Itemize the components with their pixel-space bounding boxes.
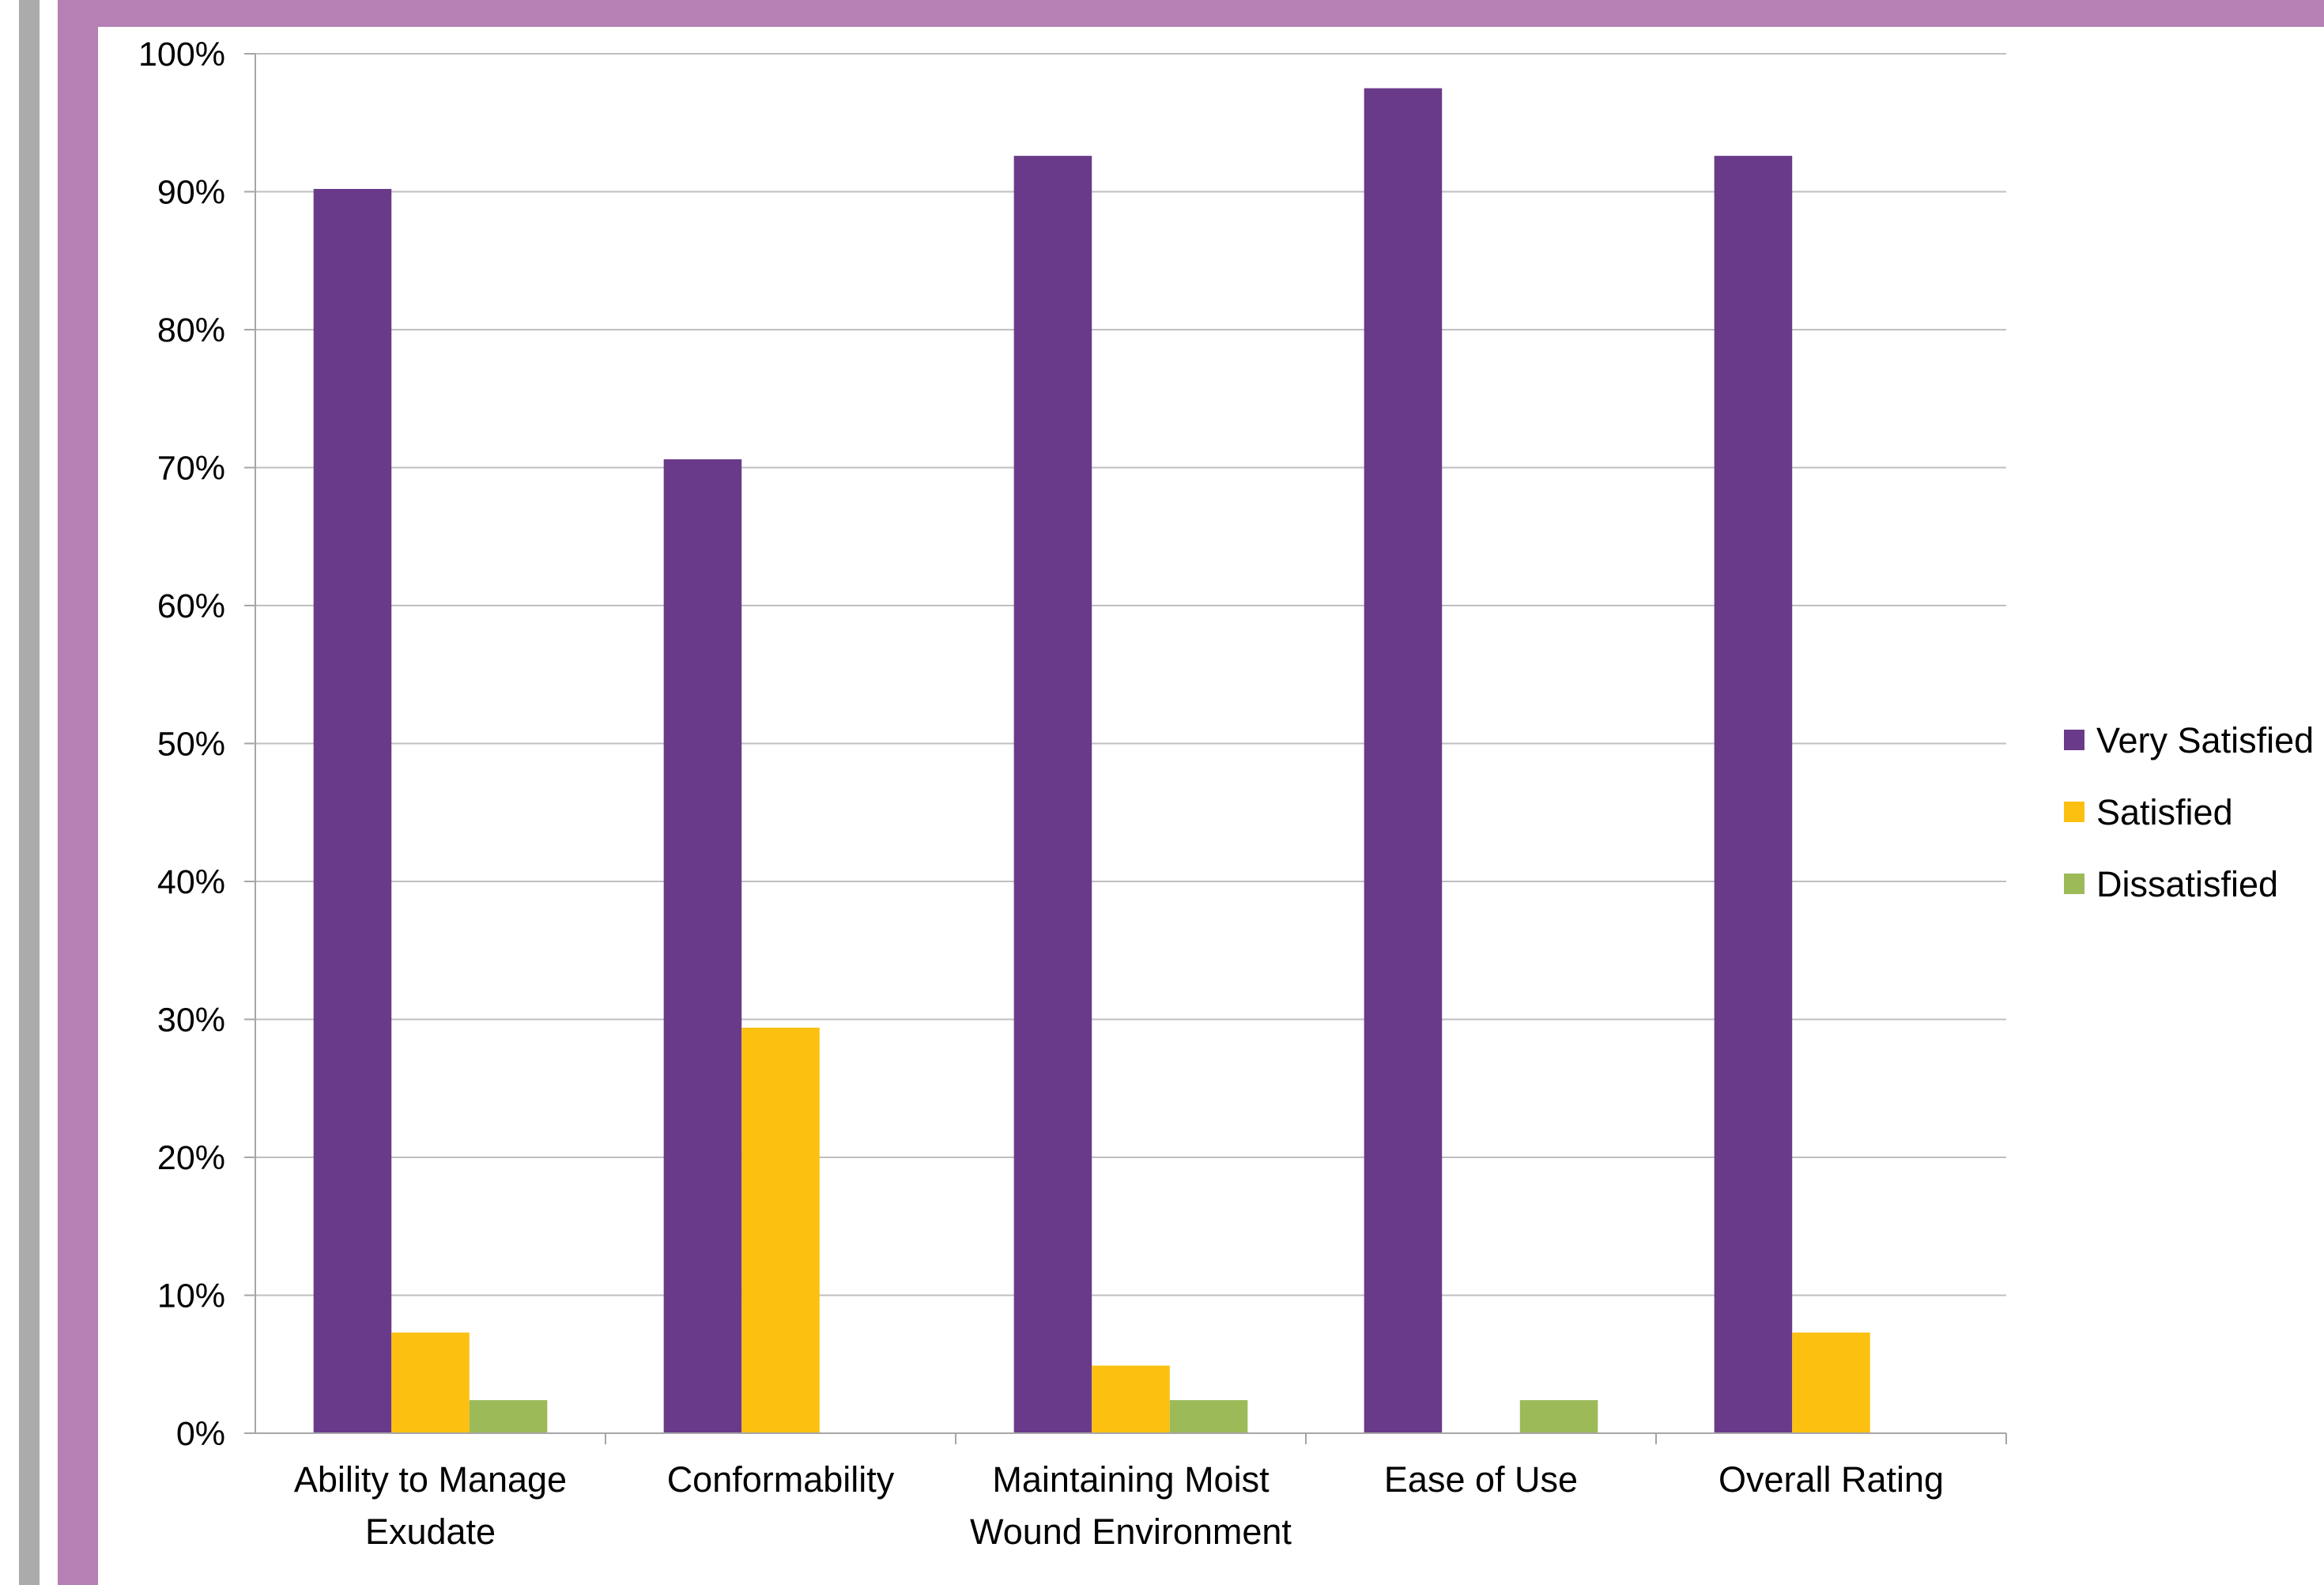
bar-satisfied xyxy=(1792,1332,1870,1433)
x-category-label: Overall Rating xyxy=(1718,1459,1944,1500)
y-tick-label: 0% xyxy=(176,1415,225,1453)
y-tick-label: 40% xyxy=(157,863,225,901)
x-category-labels: Ability to Manage Exudate Conformability Ma… xyxy=(294,1459,1944,1552)
axes xyxy=(244,53,2007,1444)
bar-satisfied xyxy=(741,1027,820,1433)
left-gray-stripe xyxy=(19,0,40,1585)
y-tick-label: 80% xyxy=(157,311,225,349)
x-category-label: Ability to Manage xyxy=(294,1459,567,1500)
bar-very-satisfied xyxy=(313,189,392,1433)
y-tick-label: 50% xyxy=(157,726,225,764)
x-category-label: Ease of Use xyxy=(1384,1459,1578,1500)
bar-satisfied xyxy=(1092,1365,1170,1433)
x-category-label: Exudate xyxy=(365,1511,496,1552)
x-category-label: Conformability xyxy=(667,1459,895,1500)
bar-very-satisfied xyxy=(1714,156,1793,1433)
y-tick-label: 70% xyxy=(157,450,225,488)
legend-swatch xyxy=(2064,802,2084,822)
left-purple-stripe xyxy=(58,0,98,1585)
legend: Very Satisfied Satisfied Dissatisfied xyxy=(2064,720,2314,904)
legend-label: Dissatisfied xyxy=(2096,864,2278,904)
bar-very-satisfied xyxy=(1364,88,1443,1433)
gridlines xyxy=(255,53,2006,1296)
top-purple-band xyxy=(58,0,2324,27)
x-category-label: Maintaining Moist xyxy=(992,1459,1270,1500)
bar-dissatisfied xyxy=(469,1400,548,1433)
y-tick-labels: 0% 10% 20% 30% 40% 50% 60% 70% 80% 90% 100% xyxy=(138,36,225,1453)
y-tick-label: 60% xyxy=(157,587,225,625)
legend-swatch xyxy=(2064,874,2084,894)
x-category-label: Wound Environment xyxy=(970,1511,1292,1552)
y-tick-label: 20% xyxy=(157,1139,225,1177)
legend-label: Satisfied xyxy=(2096,792,2233,832)
bar-very-satisfied xyxy=(663,459,742,1433)
y-tick-label: 10% xyxy=(157,1277,225,1315)
bar-satisfied xyxy=(391,1332,470,1433)
legend-swatch xyxy=(2064,730,2084,750)
bars xyxy=(313,88,1870,1433)
bar-chart: 0% 10% 20% 30% 40% 50% 60% 70% 80% 90% 100% Abilit… xyxy=(138,36,2314,1552)
chart-panel: 0% 10% 20% 30% 40% 50% 60% 70% 80% 90% 100% Abilit… xyxy=(98,27,2324,1585)
y-tick-label: 30% xyxy=(157,1002,225,1040)
y-tick-label: 90% xyxy=(157,174,225,212)
bar-dissatisfied xyxy=(1169,1400,1248,1433)
legend-label: Very Satisfied xyxy=(2096,720,2314,760)
y-tick-label: 100% xyxy=(138,36,225,74)
bar-very-satisfied xyxy=(1013,156,1092,1433)
bar-dissatisfied xyxy=(1519,1400,1598,1433)
